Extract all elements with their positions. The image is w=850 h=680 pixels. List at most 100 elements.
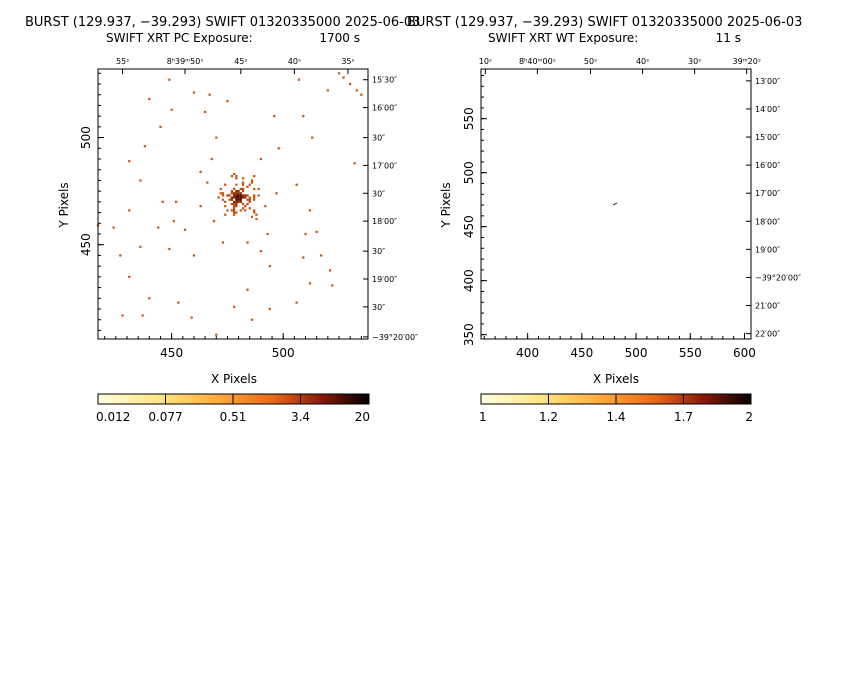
pc-source-pixel (228, 198, 231, 201)
wt-ra-label: 40ˢ (636, 57, 649, 66)
pc-source-pixel (212, 220, 216, 223)
pc-source-pixel (241, 207, 245, 210)
pc-source-pixel (237, 200, 240, 203)
pc-source-pixel (233, 205, 236, 208)
pc-count-pixel (192, 254, 196, 257)
pc-source-pixel (239, 196, 242, 199)
pc-source-pixel (248, 198, 251, 201)
pc-count-pixel (226, 100, 229, 103)
wt-colorbar-label: 1 (479, 410, 487, 424)
pc-count-pixel (199, 170, 202, 173)
wt-plot-frame (480, 68, 752, 340)
wt-ra-label: 30ˢ (688, 57, 701, 66)
pc-dec-label: 30″ (372, 303, 385, 312)
pc-count-pixel (217, 196, 220, 199)
pc-count-pixel (302, 256, 305, 259)
pc-count-pixel (128, 275, 131, 278)
wt-ra-label: 50ˢ (584, 57, 597, 66)
pc-colorbar-label: 0.012 (96, 410, 130, 424)
pc-panel: BURST (129.937, −39.293) SWIFT 013203350… (25, 15, 420, 424)
wt-title: BURST (129.937, −39.293) SWIFT 013203350… (407, 15, 802, 30)
pc-source-pixel (237, 196, 240, 199)
pc-y-axis-label: Y Pixels (57, 182, 71, 228)
pc-count-pixel (273, 115, 276, 118)
pc-dec-label: 19′00″ (372, 275, 397, 284)
pc-count-pixel (355, 89, 358, 92)
pc-count-pixel (255, 217, 258, 221)
wt-dec-label: 16′00″ (755, 161, 780, 170)
pc-exposure-label: SWIFT XRT PC Exposure: (106, 31, 253, 45)
pc-count-pixel (264, 205, 267, 208)
pc-source-pixel (221, 198, 225, 201)
pc-source-pixel (246, 198, 249, 201)
pc-source-pixel (237, 198, 240, 201)
wt-x-axis-label: X Pixels (593, 372, 639, 386)
pc-count-pixel (315, 230, 318, 233)
wt-axes: 400 450 500 550 600 350 400 450 500 550 10ˢ 8ʰ40ᵐ00… (462, 57, 801, 360)
pc-source-pixel (244, 194, 247, 197)
pc-source-pixel (241, 190, 245, 193)
pc-source-pixel (235, 183, 238, 186)
pc-count-pixel (183, 228, 187, 231)
pc-source-pixel (244, 209, 247, 212)
pc-source-pixel (233, 207, 236, 210)
pc-source-pixel (253, 194, 256, 197)
pc-count-pixel (161, 200, 164, 203)
wt-dec-label: 22′00″ (755, 330, 780, 339)
wt-x-tick-label: 550 (679, 346, 702, 360)
pc-count-pixel (295, 301, 298, 304)
pc-count-pixel (250, 318, 254, 321)
pc-count-pixel (320, 254, 323, 257)
pc-count-pixel (190, 316, 193, 319)
pc-count-pixel (168, 78, 171, 81)
pc-source-pixel (241, 202, 245, 206)
pc-source-pixel (219, 192, 222, 195)
pc-source-pixel (235, 175, 238, 178)
pc-count-pixel (308, 209, 312, 212)
pc-source-pixel (239, 187, 242, 191)
pc-source-pixel (239, 192, 242, 195)
pc-source-pixel (257, 194, 260, 197)
wt-dec-label: 17′00″ (755, 189, 780, 198)
pc-source-pixel (219, 187, 222, 191)
pc-count-pixel (221, 241, 225, 244)
pc-source-pixel (235, 205, 238, 208)
wt-x-tick-label: 500 (625, 346, 648, 360)
pc-dec-label: 18′00″ (372, 217, 397, 226)
wt-x-tick-label: 450 (570, 346, 593, 360)
pc-source-pixel (237, 192, 240, 195)
pc-count-pixel (128, 160, 131, 163)
pc-colorbar-label: 20 (355, 410, 370, 424)
pc-source-pixel (239, 198, 242, 201)
pc-source-pixel (237, 190, 240, 193)
pc-source-pixel (248, 183, 251, 186)
pc-source-pixel (239, 209, 242, 212)
pc-dec-label: 17′00″ (372, 161, 397, 170)
pc-count-pixel (168, 247, 171, 251)
pc-count-pixel (233, 305, 236, 308)
pc-count-pixel (277, 147, 280, 150)
wt-exposure-label: SWIFT XRT WT Exposure: (488, 31, 638, 45)
pc-image-pixels (96, 72, 363, 336)
pc-source-pixel (226, 194, 229, 197)
pc-count-pixel (304, 232, 307, 236)
wt-source-mark (612, 202, 618, 206)
pc-count-pixel (268, 265, 271, 268)
pc-count-pixel (215, 333, 218, 336)
pc-source-pixel (253, 209, 256, 212)
wt-dec-label: 18′00″ (755, 217, 780, 226)
pc-count-pixel (302, 115, 305, 118)
pc-count-pixel (172, 220, 175, 223)
pc-count-pixel (268, 307, 271, 311)
wt-dec-label: 13′00″ (755, 77, 780, 86)
pc-ra-label: 45ˢ (234, 57, 247, 66)
wt-panel: BURST (129.937, −39.293) SWIFT 013203350… (407, 15, 802, 424)
pc-source-pixel (230, 196, 233, 199)
pc-count-pixel (297, 78, 300, 81)
pc-colorbar-label: 0.077 (148, 410, 182, 424)
pc-dec-label: 30″ (372, 189, 385, 198)
pc-colorbar-label: 3.4 (291, 410, 310, 424)
pc-count-pixel (199, 205, 202, 208)
pc-ra-label: 8ʰ39ᵐ50ˢ (167, 57, 204, 66)
